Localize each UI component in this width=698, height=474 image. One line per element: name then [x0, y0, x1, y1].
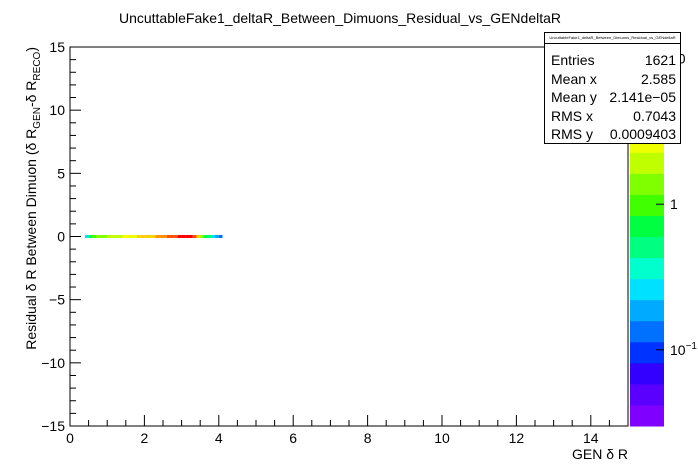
palette-segment [630, 320, 664, 343]
data-cell [166, 235, 171, 238]
data-cell [200, 235, 204, 238]
stats-row-mean-x: Mean x 2.585 [551, 70, 676, 89]
y-axis-label: Residual δ R Between Dimuon (δ RGEN-δ RR… [23, 47, 43, 350]
y-axis-label-mid: -δ R [23, 81, 39, 107]
axes: 0 2 4 6 8 10 12 14 15 10 5 0 −5 −10 −15 [41, 39, 629, 446]
palette-segment [630, 362, 664, 385]
y-tick-label: 15 [49, 39, 65, 55]
data-cell [189, 235, 193, 238]
palette-segment [630, 215, 664, 237]
x-tick-label: 6 [289, 430, 297, 446]
stats-row-mean-y: Mean y 2.141e−05 [551, 88, 676, 107]
data-cell [170, 235, 175, 238]
x-tick-label: 2 [141, 430, 149, 446]
stats-label: Mean x [551, 71, 597, 87]
palette-tick-exponent: −1 [686, 341, 698, 352]
stats-title: UncuttableFake1_deltaR_Between_Dimuons_R… [549, 35, 676, 40]
stats-value: 2.585 [640, 71, 676, 87]
data-cell [174, 235, 178, 238]
data-cell [129, 235, 134, 238]
y-tick-label: 5 [57, 165, 65, 181]
data-cell [148, 235, 152, 238]
x-tick-label: 4 [215, 430, 223, 446]
data-cell [107, 235, 111, 238]
y-axis-label-sub-gen: GEN [32, 107, 43, 129]
x-axis-label: GEN δ R [572, 446, 628, 462]
y-tick-label: 0 [57, 229, 65, 245]
data-cells [84, 235, 223, 238]
data-cell [181, 235, 186, 238]
stats-row-rms-y: RMS y 0.0009403 [551, 125, 676, 144]
data-cell [192, 235, 197, 238]
palette-segment [630, 152, 664, 174]
data-cell [211, 235, 216, 238]
data-cell [185, 235, 190, 238]
stats-label: RMS x [551, 108, 593, 124]
data-cell [114, 235, 119, 238]
data-cell [155, 235, 160, 238]
data-cell [215, 235, 219, 238]
x-tick-label: 10 [434, 430, 450, 446]
data-cell [103, 235, 108, 238]
y-tick-label: −15 [41, 418, 65, 434]
stats-value: 0.7043 [633, 108, 676, 124]
palette-segment [630, 341, 664, 364]
y-tick-label: 10 [49, 102, 65, 118]
data-cell [140, 235, 145, 238]
y-tick-label: −10 [41, 355, 65, 371]
x-tick-label: 8 [364, 430, 372, 446]
stats-separator [545, 43, 680, 44]
palette-segment [630, 194, 664, 216]
x-tick-label: 0 [66, 430, 74, 446]
data-cell [177, 235, 182, 238]
x-tick-label: 12 [509, 430, 525, 446]
chart-title: UncuttableFake1_deltaR_Between_Dimuons_R… [119, 10, 561, 26]
data-cell [133, 235, 137, 238]
data-cell [196, 235, 201, 238]
palette-segment [630, 299, 664, 322]
data-cell [207, 235, 212, 238]
y-tick-label: −5 [49, 292, 65, 308]
stats-value: 2.141e−05 [609, 89, 676, 105]
palette-tick-label: 1 [670, 196, 678, 212]
stats-label: Mean y [551, 89, 597, 105]
stats-value: 1621 [644, 52, 676, 68]
data-cell [84, 235, 89, 238]
data-cell [99, 235, 104, 238]
data-cell [118, 235, 123, 238]
data-cell [125, 235, 130, 238]
data-cell [144, 235, 149, 238]
palette-tick-label: 10−1 [670, 341, 697, 358]
data-cell [163, 235, 167, 238]
data-cell [96, 235, 100, 238]
data-cell [122, 235, 126, 238]
x-tick-label: 14 [583, 430, 599, 446]
stats-value: 0.0009403 [609, 126, 676, 142]
palette-segment [630, 236, 664, 259]
data-cell [159, 235, 163, 238]
palette-segment [630, 257, 664, 280]
stats-row-entries: Entries 1621 [551, 51, 676, 70]
palette-segment [630, 173, 664, 195]
palette-segment [630, 404, 664, 427]
palette-segment [630, 383, 664, 406]
data-cell [218, 235, 223, 238]
data-cell [136, 235, 141, 238]
palette-segment [630, 278, 664, 301]
stats-label: Entries [551, 52, 595, 68]
data-cell [151, 235, 156, 238]
data-cell [203, 235, 208, 238]
data-cell [88, 235, 93, 238]
data-cell [110, 235, 115, 238]
data-cell [92, 235, 97, 238]
y-axis-label-sub-reco: RECO [32, 51, 43, 80]
y-axis-label-main: Residual δ R Between Dimuon (δ R [23, 129, 39, 350]
stats-box: UncuttableFake1_deltaR_Between_Dimuons_R… [544, 32, 681, 144]
stats-label: RMS y [551, 126, 593, 142]
y-axis-label-end: ) [23, 47, 39, 52]
stats-row-rms-x: RMS x 0.7043 [551, 107, 676, 126]
